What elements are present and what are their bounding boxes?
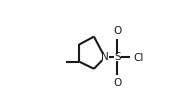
Text: O: O [113, 26, 122, 36]
Text: Cl: Cl [134, 53, 144, 63]
Text: O: O [113, 78, 122, 88]
Text: S: S [114, 52, 121, 62]
Text: N: N [101, 52, 109, 62]
